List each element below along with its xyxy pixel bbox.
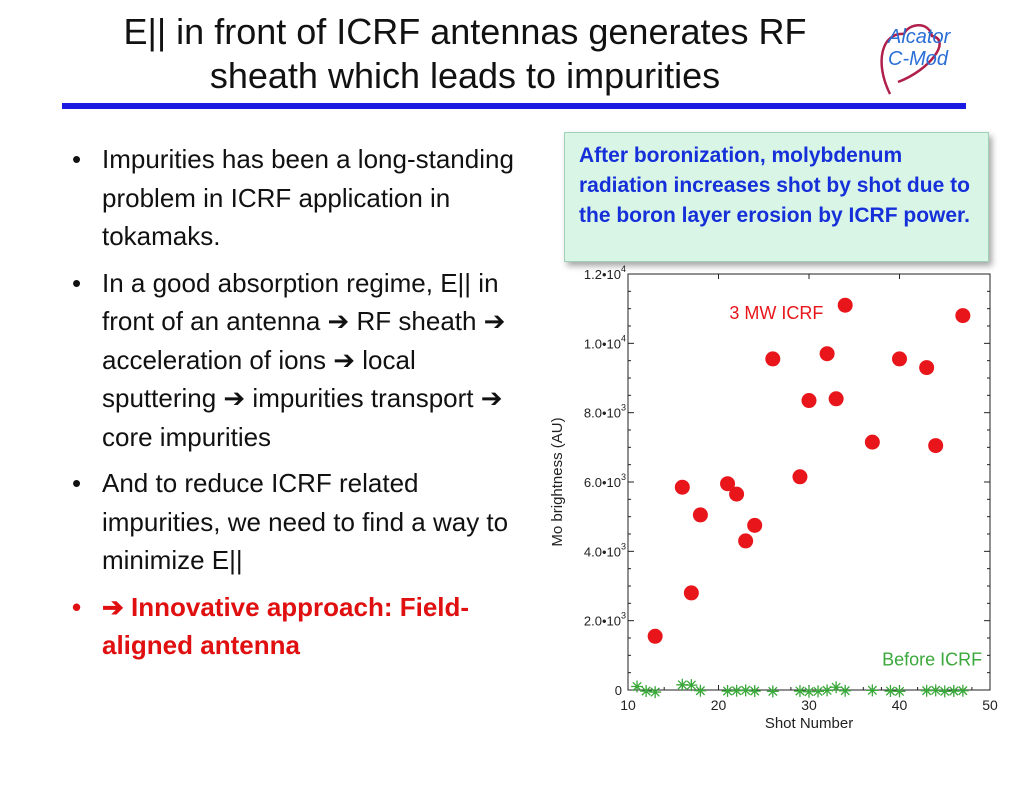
data-point-before-icrf (839, 684, 852, 697)
bullet-text: And to reduce ICRF related impurities, w… (102, 468, 509, 575)
data-point-3mw-icrf (792, 469, 808, 485)
data-point-before-icrf (793, 685, 806, 698)
data-point-before-icrf (649, 686, 662, 699)
bullet-dot: • (72, 144, 82, 174)
data-point-before-icrf (730, 684, 743, 697)
data-point-3mw-icrf (647, 628, 663, 644)
title-rule (62, 103, 966, 109)
bullet-item-accent: • ➔ Innovative approach: Field-aligned an… (62, 588, 532, 665)
series-label-3mw-icrf: 3 MW ICRF (729, 303, 823, 323)
callout-box: After boronization, molybdenum radiation… (564, 132, 989, 262)
x-axis-label: Shot Number (765, 715, 853, 732)
logo-text: Alcator C-Mod (888, 26, 950, 70)
data-point-before-icrf (893, 685, 906, 698)
bullet-item: • And to reduce ICRF related impurities, … (62, 464, 532, 580)
y-tick-label: 2.0•103 (584, 611, 626, 629)
data-point-3mw-icrf (692, 507, 708, 523)
data-point-before-icrf (766, 685, 779, 698)
x-tick-label: 10 (620, 697, 636, 713)
data-point-before-icrf (884, 685, 897, 698)
data-point-before-icrf (920, 684, 933, 697)
data-point-before-icrf (739, 684, 752, 697)
data-point-before-icrf (938, 685, 951, 698)
data-point-3mw-icrf (892, 351, 907, 367)
data-point-before-icrf (721, 685, 734, 698)
data-point-before-icrf (929, 684, 942, 697)
data-point-3mw-icrf (928, 438, 944, 454)
y-tick-label: 0 (615, 683, 622, 698)
data-point-3mw-icrf (765, 351, 781, 367)
y-tick-label: 1.0•104 (584, 333, 626, 351)
data-point-3mw-icrf (919, 360, 935, 376)
data-point-before-icrf (694, 684, 707, 697)
bullet-list: • Impurities has been a long-standing pro… (62, 140, 532, 673)
logo-line-1: Alcator (888, 26, 951, 48)
bullet-text: Impurities has been a long-standing prob… (102, 144, 514, 251)
y-tick-label: 1.2•104 (584, 264, 626, 282)
data-point-3mw-icrf (955, 308, 971, 324)
data-point-before-icrf (812, 685, 825, 698)
data-point-3mw-icrf (738, 533, 754, 549)
data-point-3mw-icrf (801, 393, 817, 409)
bullet-text: In a good absorption regime, E|| in fron… (102, 267, 506, 452)
y-tick-label: 6.0•103 (584, 472, 626, 490)
data-point-3mw-icrf (683, 585, 699, 601)
bullet-item: • In a good absorption regime, E|| in fro… (62, 264, 532, 457)
bullet-dot: • (72, 267, 82, 298)
data-point-3mw-icrf (828, 391, 844, 407)
bullet-dot: • (72, 468, 82, 498)
series-label-before-icrf: Before ICRF (882, 650, 982, 670)
data-point-3mw-icrf (819, 346, 835, 362)
data-point-before-icrf (803, 685, 815, 698)
data-point-before-icrf (821, 684, 834, 697)
data-point-before-icrf (830, 681, 843, 694)
logo-heart-mark (880, 24, 941, 95)
bullet-dot: • (72, 591, 82, 622)
x-tick-label: 20 (711, 697, 727, 713)
data-point-3mw-icrf (747, 517, 763, 533)
data-point-before-icrf (631, 680, 644, 693)
data-point-before-icrf (947, 685, 960, 698)
x-tick-label: 50 (982, 697, 998, 713)
data-point-3mw-icrf (864, 434, 880, 450)
y-tick-label: 8.0•103 (584, 403, 626, 421)
bullet-text-accent: ➔ Innovative approach: Field-aligned ant… (102, 591, 470, 661)
chart-plot-group: 10 20 30 40 50 0 2.0•103 4.0•103 6.0•103 8.0•103 1… (549, 264, 998, 732)
data-point-before-icrf (748, 685, 761, 698)
data-point-3mw-icrf (837, 297, 853, 313)
x-tick-label: 40 (892, 697, 908, 713)
data-point-before-icrf (866, 684, 879, 697)
data-point-3mw-icrf (674, 479, 690, 495)
slide-title: E|| in front of ICRF antennas generates … (50, 10, 880, 98)
scatter-chart: 10 20 30 40 50 0 2.0•103 4.0•103 6.0•103 8.0•103 1… (549, 264, 998, 732)
bullet-item: • Impurities has been a long-standing pro… (62, 140, 532, 256)
data-point-before-icrf (685, 679, 698, 692)
data-point-3mw-icrf (729, 486, 745, 502)
y-tick-label: 4.0•103 (584, 541, 626, 559)
y-axis-label: Mo brightness (AU) (549, 417, 566, 546)
logo-line-2: C-Mod (888, 48, 949, 70)
title-line-2: sheath which leads to impurities (209, 55, 721, 96)
data-point-before-icrf (956, 684, 969, 697)
title-line-1: E|| in front of ICRF antennas generates … (123, 11, 807, 52)
data-point-3mw-icrf (720, 476, 736, 492)
x-tick-label: 30 (801, 697, 817, 713)
data-point-before-icrf (676, 678, 689, 691)
data-point-before-icrf (640, 685, 653, 698)
alcator-logo (880, 24, 941, 95)
